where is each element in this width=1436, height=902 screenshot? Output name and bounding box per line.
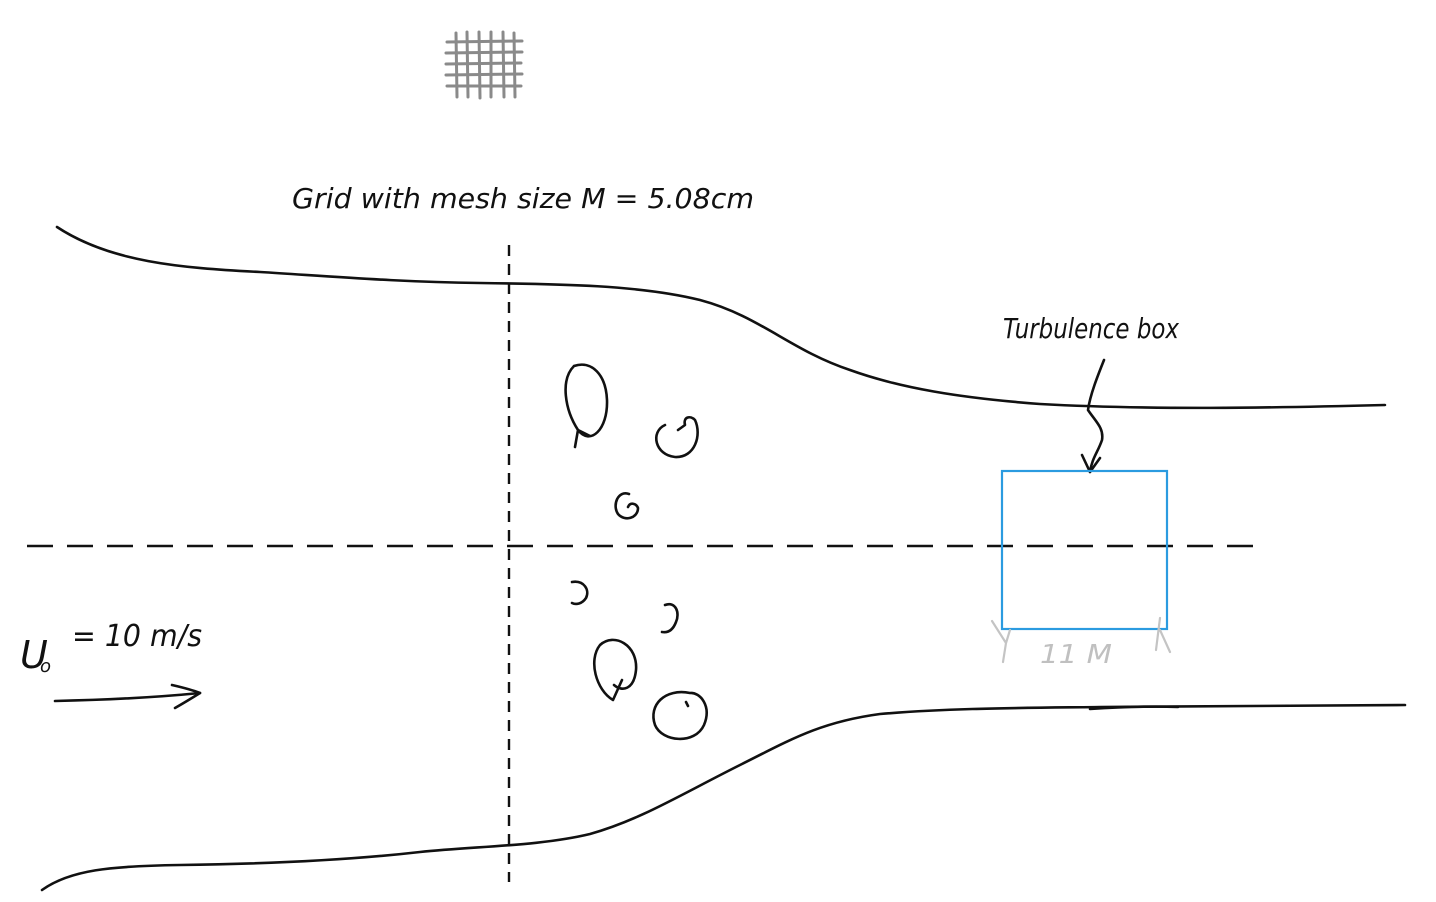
upper-wall xyxy=(55,225,1387,410)
swirl-icon xyxy=(570,580,589,606)
velocity-subscript: o xyxy=(40,656,51,677)
swirl-icon xyxy=(660,602,679,634)
swirl-icon xyxy=(655,415,699,459)
mesh-grid-icon xyxy=(444,30,524,100)
dimension-tick-right xyxy=(1154,616,1172,654)
swirl-icon xyxy=(592,638,638,702)
eddies xyxy=(564,363,708,741)
velocity-symbol: U xyxy=(20,633,48,677)
right-arrow-icon xyxy=(170,683,202,710)
dimension-tick-left xyxy=(990,619,1012,664)
lower-wall-emphasis xyxy=(1088,705,1180,711)
swirl-icon xyxy=(564,363,609,449)
swirl-icon xyxy=(614,492,640,520)
turbulence-box-label: Turbulence box xyxy=(1003,312,1179,345)
lower-wall xyxy=(40,703,1407,892)
velocity-value: = 10 m/s xyxy=(72,619,202,654)
box-width-label: 11 M xyxy=(1040,640,1112,670)
swirl-icon xyxy=(652,690,708,741)
grid-label: Grid with mesh size M = 5.08cm xyxy=(292,182,754,215)
flow-arrow xyxy=(53,691,202,703)
turbulence-box xyxy=(1000,469,1169,631)
turbulence-box-pointer xyxy=(1086,358,1106,474)
